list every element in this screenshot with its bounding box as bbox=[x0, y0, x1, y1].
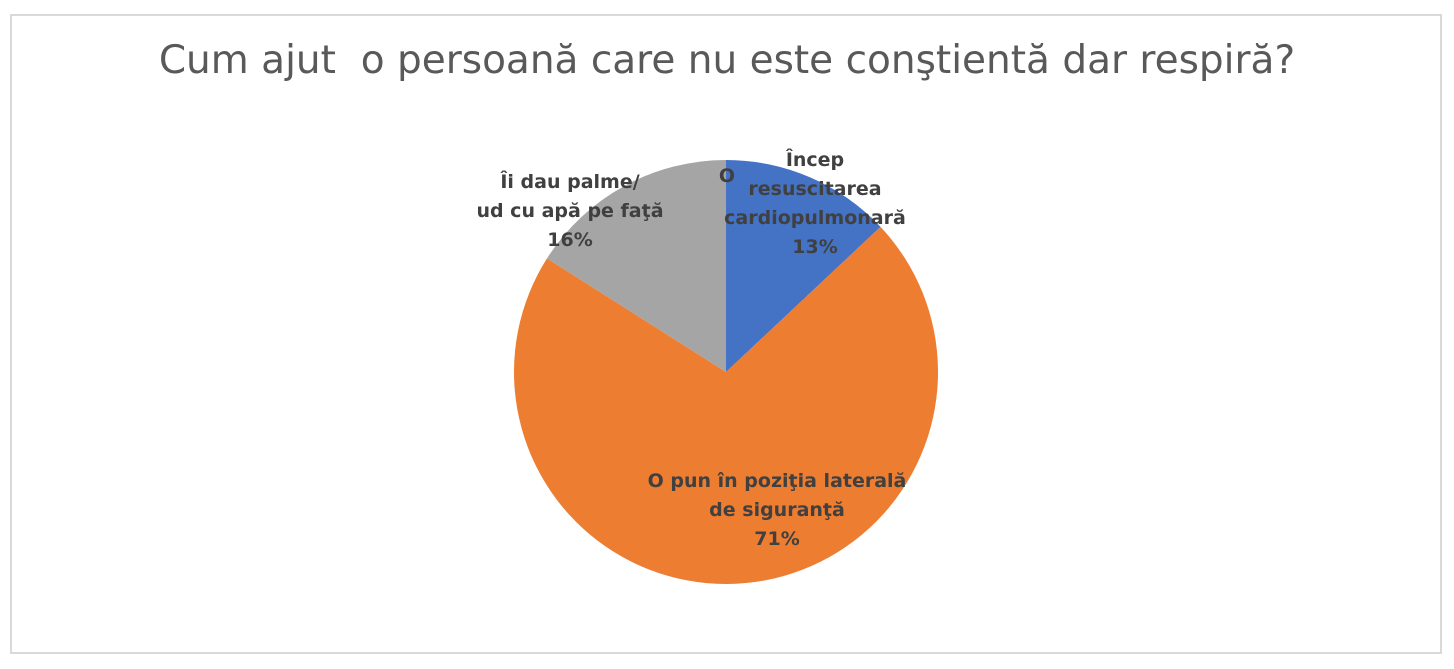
label-percent: 13% bbox=[792, 236, 838, 258]
data-label-slice-0: Încep resuscitarea cardiopulmonară 13% bbox=[700, 146, 930, 262]
pie-slice-0 bbox=[726, 160, 881, 372]
label-line: cardiopulmonară bbox=[724, 207, 906, 229]
pie-slice-2 bbox=[547, 160, 726, 372]
label-line: Încep bbox=[785, 149, 845, 171]
data-label-slice-1: O pun în poziţia laterală de siguranţă 7… bbox=[617, 467, 937, 554]
label-line: ud cu apă pe faţă bbox=[476, 200, 664, 222]
label-line: resuscitarea bbox=[748, 178, 882, 200]
label-line: O pun în poziţia laterală bbox=[647, 470, 907, 492]
label-percent: 16% bbox=[547, 229, 593, 251]
data-label-slice-2: Îi dau palme/ ud cu apă pe faţă 16% bbox=[440, 168, 700, 255]
label-line: Îi dau palme/ bbox=[500, 171, 640, 193]
stray-label: O bbox=[718, 165, 736, 187]
chart-title: Cum ajut o persoană care nu este conştie… bbox=[158, 38, 1296, 83]
pie-slice-1 bbox=[514, 226, 938, 584]
chart-frame bbox=[10, 14, 1442, 654]
label-line: de siguranţă bbox=[709, 499, 845, 521]
label-percent: 71% bbox=[754, 528, 800, 550]
